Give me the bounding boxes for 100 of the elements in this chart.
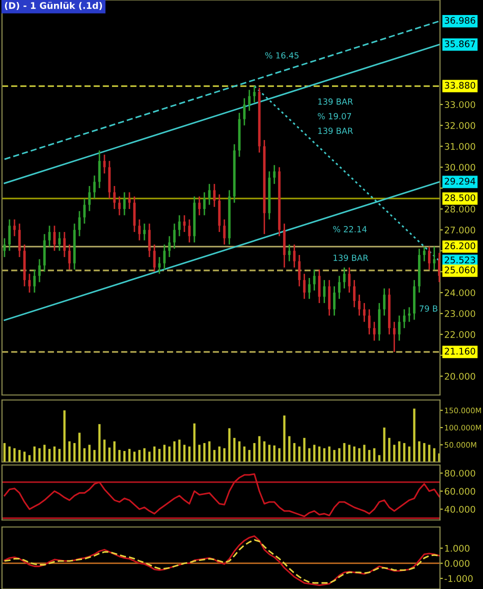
candlestick [348, 266, 351, 294]
y-tick-label: 22.000 [444, 331, 476, 338]
candlestick [398, 314, 401, 342]
candlestick [118, 196, 121, 216]
candlestick [433, 246, 436, 270]
candlestick [328, 279, 331, 316]
data-label: 35.867 [444, 40, 475, 48]
line-series [4, 473, 440, 518]
candlestick [373, 321, 376, 342]
candlestick [13, 218, 16, 237]
ref-line-label: 28.500 [444, 194, 476, 202]
bar [283, 416, 286, 462]
y-tick-label: 20.000 [444, 372, 476, 380]
candlestick [338, 275, 341, 300]
bar [333, 450, 336, 462]
ref-line-label: 33.880 [444, 82, 476, 89]
bar [398, 441, 400, 462]
candlestick [18, 222, 21, 258]
annotation: 79 B [420, 305, 438, 312]
candlestick [133, 196, 136, 233]
candlestick [128, 192, 131, 210]
y-tick-label: 1.000 [445, 544, 470, 552]
candlestick [393, 321, 396, 353]
candlestick [423, 246, 426, 262]
candlestick [113, 185, 116, 210]
candlestick [203, 192, 206, 216]
annotation: 139 BAR [318, 98, 353, 105]
bar [303, 438, 306, 462]
candlestick [208, 183, 211, 206]
bar [298, 446, 300, 462]
candlestick [178, 214, 181, 237]
y-tick-label: 60.000 [444, 488, 476, 495]
bar [358, 448, 360, 462]
candlestick [343, 266, 346, 290]
candlestick [408, 306, 411, 323]
bar [393, 444, 396, 462]
candlestick [138, 218, 141, 242]
candlestick [153, 244, 156, 272]
data-label: 36.986 [444, 16, 476, 24]
ref-line-label: 26.200 [444, 242, 476, 250]
bar [323, 448, 326, 462]
bar [263, 441, 266, 462]
bar [373, 448, 376, 462]
bar [328, 446, 330, 462]
candlestick [8, 218, 11, 252]
y-tick-label: 24.000 [444, 289, 476, 296]
candlestick [38, 258, 41, 283]
bar [418, 441, 420, 462]
annotation: % 16.45 [265, 52, 298, 59]
candlestick [298, 254, 301, 288]
bar [293, 443, 296, 462]
bar [243, 446, 246, 462]
bar [313, 444, 316, 462]
annotation: 139 BAR [334, 254, 368, 261]
y-tick-label: 27.000 [444, 226, 476, 234]
candlestick [83, 198, 86, 224]
bar [273, 445, 276, 462]
candlestick [288, 244, 291, 262]
bar [383, 428, 386, 462]
bar [408, 446, 410, 462]
candlestick [53, 225, 56, 252]
candlestick [323, 279, 326, 304]
candlestick [183, 214, 186, 233]
candlestick [143, 222, 146, 242]
bar [258, 436, 260, 462]
bar [338, 448, 340, 462]
y-tick-label: 30.000 [444, 164, 476, 171]
y-tick-label: 31.000 [444, 143, 476, 150]
candlestick [58, 231, 61, 252]
bar [353, 446, 356, 462]
bar [428, 444, 430, 462]
candlestick [28, 273, 31, 294]
bar [288, 436, 290, 462]
bar [403, 443, 406, 462]
candlestick [253, 85, 256, 104]
y-tick-label: -1.000 [444, 575, 473, 582]
chart-title: (D) - 1 Günlük (.1d) [4, 2, 102, 10]
candlestick [88, 185, 91, 212]
candlestick [403, 308, 406, 329]
y-tick-label: 40.000 [444, 506, 476, 513]
bar [368, 450, 370, 462]
candlestick [188, 218, 191, 244]
bar [318, 446, 320, 462]
candlestick [353, 279, 356, 308]
candlestick [318, 268, 321, 304]
y-tick-label: 28.000 [444, 206, 476, 213]
candlestick [313, 268, 316, 292]
bar [308, 448, 310, 462]
candlestick [163, 244, 166, 270]
candlestick [123, 192, 126, 216]
candlestick [93, 174, 96, 200]
candlestick [383, 288, 386, 316]
annotation: % 22.14 [333, 226, 367, 232]
annotation: 139 BAR [318, 128, 353, 134]
candlestick [248, 89, 251, 112]
candlestick [3, 238, 6, 258]
candlestick [168, 235, 171, 258]
y-tick-label: 23.000 [444, 310, 476, 318]
candlestick [63, 231, 66, 258]
bar [228, 428, 230, 462]
